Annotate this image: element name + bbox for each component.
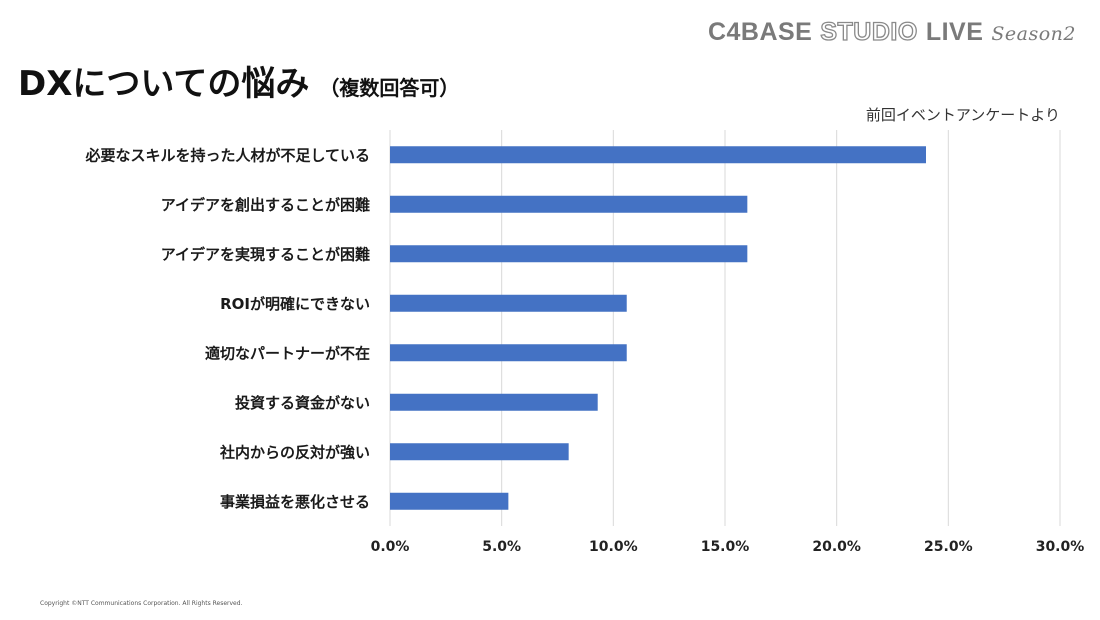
- title-text: DXについての悩み: [18, 64, 310, 104]
- bar: [390, 146, 926, 164]
- x-tick-label: 15.0%: [701, 539, 750, 555]
- brand-logo: C4BASE STUDIO LIVE Season2: [707, 17, 1076, 47]
- bar: [390, 344, 627, 362]
- source-note: 前回イベントアンケートより: [865, 106, 1060, 124]
- bar: [390, 294, 627, 312]
- category-label: アイデアを創出することが困難: [161, 196, 370, 214]
- x-tick-label: 20.0%: [812, 539, 861, 555]
- category-label: 社内からの反対が強い: [219, 443, 370, 461]
- bar: [390, 393, 598, 411]
- brand-logo-part: LIVE: [925, 18, 984, 46]
- title-subtitle: （複数回答可）: [319, 76, 460, 100]
- bar: [390, 245, 748, 263]
- copyright-footer: Copyright ©NTT Communications Corporatio…: [40, 600, 243, 607]
- page-title: DXについての悩み （複数回答可）: [18, 56, 459, 105]
- category-label: 必要なスキルを持った人材が不足している: [84, 146, 370, 164]
- bar: [390, 492, 509, 510]
- category-label: アイデアを実現することが困難: [161, 245, 370, 263]
- x-tick-label: 10.0%: [589, 539, 638, 555]
- x-tick-label: 30.0%: [1036, 539, 1085, 555]
- brand-logo-part: C4BASE: [707, 18, 813, 46]
- bar: [390, 443, 569, 461]
- brand-season-script: Season2: [991, 23, 1076, 45]
- category-label: 投資する資金がない: [235, 394, 370, 412]
- brand-logo-outline-part: STUDIO: [820, 17, 918, 46]
- x-tick-label: 0.0%: [371, 539, 410, 555]
- category-label: 適切なパートナーが不在: [205, 344, 370, 362]
- category-label: ROIが明確にできない: [220, 295, 370, 313]
- x-tick-label: 5.0%: [482, 539, 521, 555]
- x-tick-label: 25.0%: [924, 539, 973, 555]
- category-label: 事業損益を悪化させる: [220, 493, 370, 511]
- bar: [390, 195, 748, 213]
